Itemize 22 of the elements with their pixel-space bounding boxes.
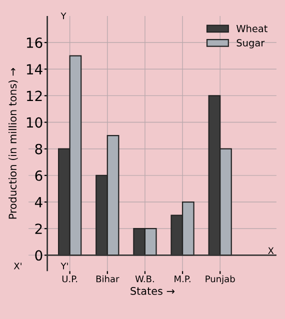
x-tick-label: W.B. (135, 276, 154, 282)
y-tick-label: 12 (26, 90, 42, 101)
y-axis-title: Production (in million tons) → (8, 68, 18, 219)
y-tick-label: 14 (26, 64, 42, 74)
y-tick-label: 8 (35, 144, 42, 154)
annotation: X (268, 247, 274, 254)
legend-label: Wheat (236, 24, 268, 32)
y-tick-label: 10 (26, 117, 42, 128)
y-tick-label: 4 (34, 197, 42, 208)
y-tick-label: 6 (35, 170, 42, 181)
annotation: Y (60, 12, 66, 20)
y-tick-label: 2 (35, 224, 42, 234)
y-tick-label: 16 (26, 38, 42, 48)
legend-label: Sugar (236, 39, 265, 48)
x-tick-label: M.P. (174, 276, 190, 282)
x-tick-label: Punjab (206, 275, 235, 284)
x-tick-label: Bihar (96, 275, 120, 282)
annotation: Y' (60, 262, 68, 270)
text: X' (14, 262, 22, 270)
x-axis-title: States → (130, 287, 174, 295)
x-tick-label: U.P. (62, 276, 78, 282)
y-tick-label: 0 (35, 250, 42, 261)
